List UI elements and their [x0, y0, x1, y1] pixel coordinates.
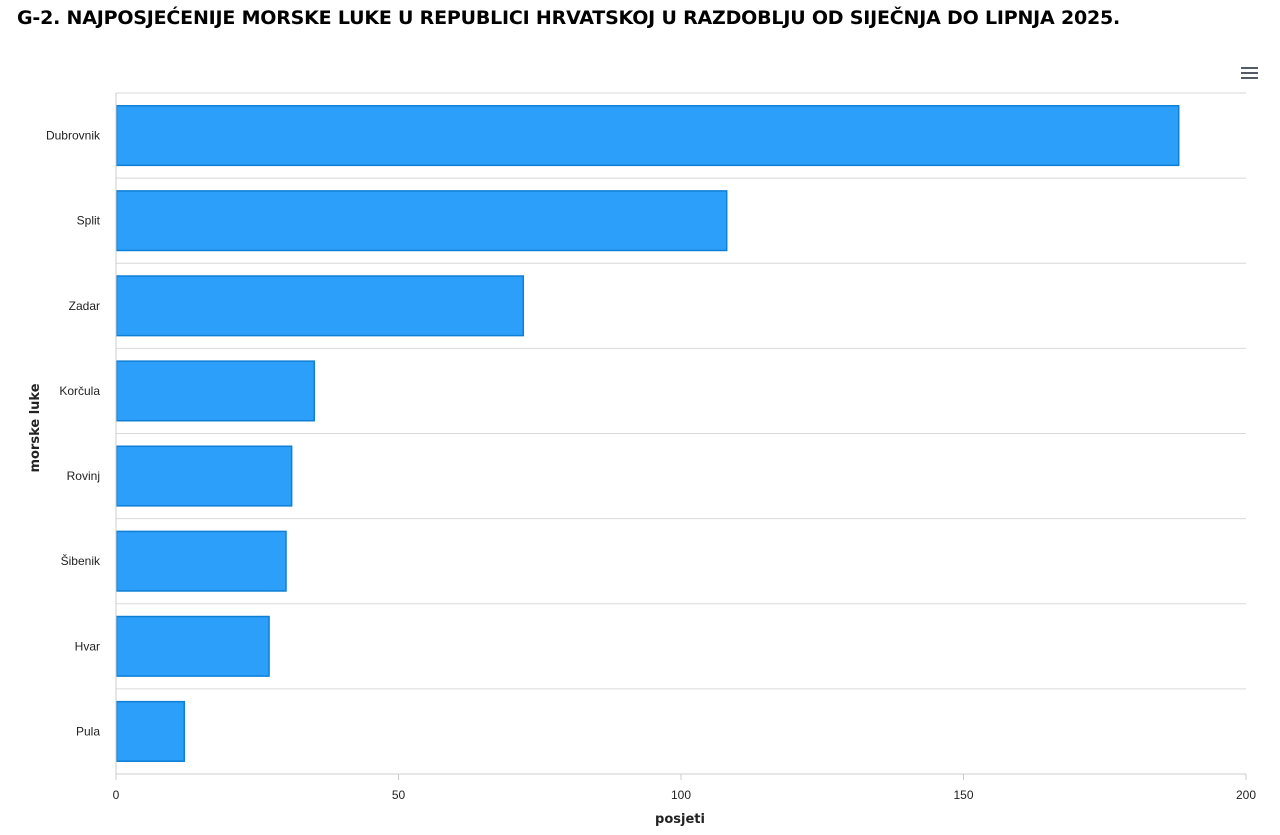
y-tick-label: Zadar	[69, 299, 100, 313]
y-tick-label: Hvar	[75, 639, 100, 653]
x-tick-label: 100	[671, 788, 691, 802]
chart-menu-button[interactable]	[1236, 63, 1264, 85]
y-tick-label: Rovinj	[67, 469, 100, 483]
x-tick-label: 50	[392, 788, 406, 802]
y-tick-label: Šibenik	[61, 553, 101, 568]
y-tick-label: Split	[77, 214, 101, 228]
axes-layer: Dubrovnik Split Zadar Korčula Rovinj Šibenik H…	[46, 93, 1256, 802]
x-tick-label: 150	[953, 788, 973, 802]
bars-layer	[115, 105, 1180, 762]
bar[interactable]	[115, 360, 315, 422]
bar[interactable]	[115, 190, 728, 252]
bar[interactable]	[115, 530, 287, 592]
bar[interactable]	[115, 615, 270, 677]
x-tick-label: 0	[113, 788, 120, 802]
y-axis-title: morske luke	[28, 383, 43, 472]
chart-title: G-2. NAJPOSJEĆENIJE MORSKE LUKE U REPUBL…	[17, 7, 1121, 29]
bar[interactable]	[115, 700, 186, 762]
bar[interactable]	[115, 445, 293, 507]
y-tick-label: Dubrovnik	[46, 129, 101, 143]
hamburger-menu-icon-line	[1241, 72, 1258, 74]
bar[interactable]	[115, 275, 525, 337]
x-axis-title: posjeti	[655, 812, 705, 827]
hamburger-menu-icon-line	[1241, 77, 1258, 79]
x-tick-label: 200	[1236, 788, 1256, 802]
bar[interactable]	[115, 105, 1180, 167]
y-tick-label: Pula	[76, 724, 100, 738]
hamburger-menu-icon	[1241, 67, 1258, 69]
y-tick-label: Korčula	[59, 384, 100, 398]
